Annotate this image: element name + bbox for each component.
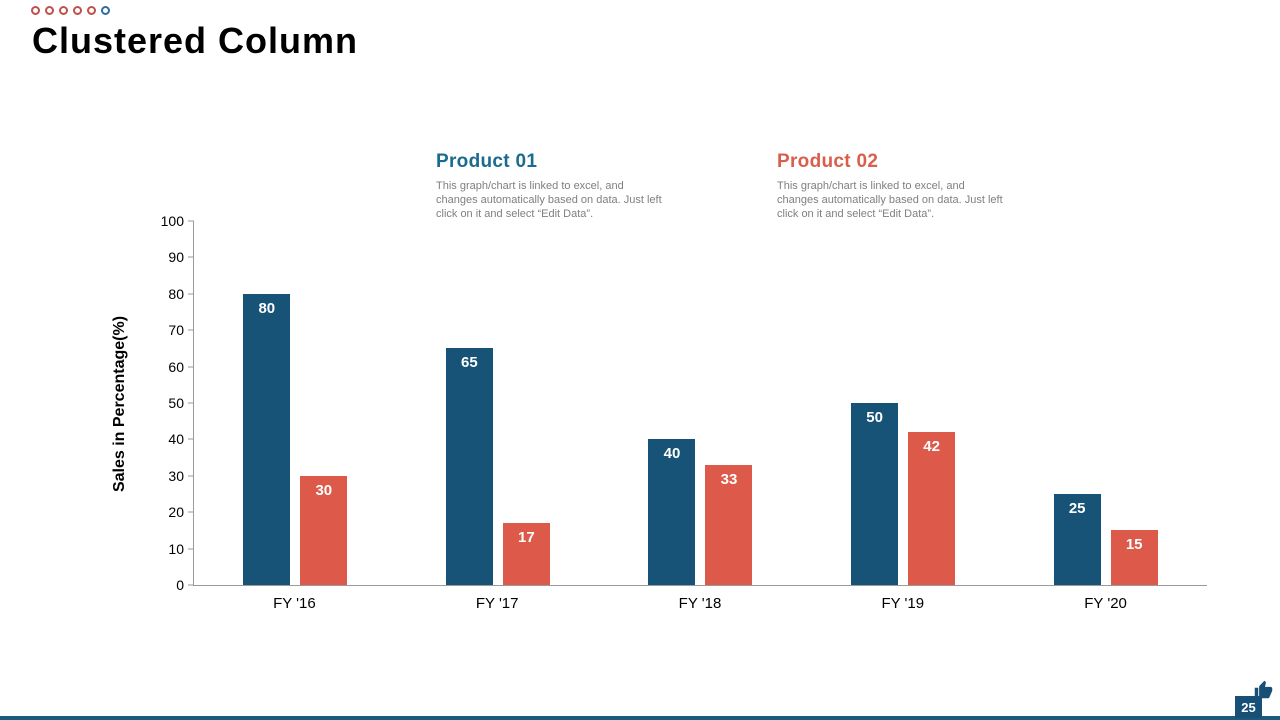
bar-value-label: 33 [720,470,738,488]
y-tick-mark [188,366,194,368]
bar-product-02[interactable]: 42 [908,432,956,585]
y-tick-label: 100 [160,213,184,229]
y-axis-title: Sales in Percentage(%) [111,315,128,493]
thumbs-up-path [1254,680,1273,699]
slide-title: Clustered Column [32,20,359,61]
legend-product1-description: This graph/chart is linked to excel, and… [436,180,662,220]
footer-accent-strip [0,716,1280,720]
y-tick-label: 10 [168,540,184,557]
bar-product-02[interactable]: 30 [300,475,348,585]
y-tick-label: 40 [168,431,184,448]
page-number-badge: 25 [1235,696,1262,718]
x-axis-category-label: FY '20 [1084,595,1127,612]
decorative-circle-icon [45,6,54,15]
bar-product-02[interactable]: 33 [705,464,753,585]
decorative-circle-icon [73,6,82,15]
y-tick-label: 90 [168,249,184,266]
bar-value-label: 40 [663,445,681,463]
bar-value-label: 30 [315,481,333,499]
x-axis-category-label: FY '19 [881,595,925,612]
x-axis-category-label: FY '16 [273,595,316,612]
plot-area: 0 10 20 30 40 50 60 70 80 90 100 80 30 65 17 40 33 50 42 2… [161,213,1207,593]
bar-value-label: 50 [866,409,883,426]
bar-product-01[interactable]: 25 [1053,494,1101,585]
bar-value-label: 17 [518,529,535,547]
bar-value-label: 65 [461,354,478,372]
bar-product-01[interactable]: 80 [243,293,291,585]
y-tick-mark [188,293,194,295]
bar-value-label: 25 [1068,500,1086,517]
y-tick-label: 20 [168,504,184,521]
y-tick-label: 0 [176,577,184,593]
x-axis-category-label: FY '17 [475,595,519,612]
bar-value-label: 80 [258,299,276,317]
decorative-circle-icon [87,6,96,15]
y-tick-mark [188,438,194,440]
y-tick-mark [188,584,194,586]
page-number: 25 [1241,699,1256,715]
legend-product2-description: This graph/chart is linked to excel, and… [777,180,1003,220]
bar-cluster: 80 30 [194,221,397,585]
decorative-circle-icon [101,6,110,15]
x-axis-category-label: FY '18 [678,595,722,612]
y-tick-mark [188,475,194,477]
y-tick-mark [188,511,194,513]
bar-product-01[interactable]: 40 [648,439,696,585]
bar-cluster: 50 42 [802,221,1005,585]
bar-value-label: 42 [923,438,940,456]
bar-product-02[interactable]: 17 [502,523,550,585]
y-tick-label: 30 [168,467,184,484]
decorative-circle-icon [31,6,40,15]
bar-product-01[interactable]: 50 [851,403,899,585]
legend-product2-name: Product 02 [777,151,879,172]
y-tick-mark [188,548,194,550]
legend-product-01: Product 01 This graph/chart is linked to… [436,151,668,222]
y-tick-mark [188,220,194,222]
y-tick-mark [188,402,194,404]
bar-product-02[interactable]: 15 [1110,530,1158,585]
legend-product-02: Product 02 This graph/chart is linked to… [777,151,1009,222]
decorative-circles [31,6,110,15]
bar-cluster: 40 33 [599,221,802,585]
legend-product1-name: Product 01 [436,151,538,172]
y-tick-label: 60 [168,358,184,375]
y-tick-label: 70 [168,322,184,339]
bar-cluster: 65 17 [397,221,600,585]
y-tick-mark [188,256,194,258]
bar-cluster: 25 15 [1004,221,1207,585]
y-tick-label: 50 [168,395,184,411]
y-tick-mark [188,329,194,331]
clustered-column-chart[interactable]: 0 10 20 30 40 50 60 70 80 90 100 80 30 65 17 40 33 50 42 2… [161,213,1207,612]
y-tick-label: 80 [168,285,184,302]
x-axis-labels: FY '16 FY '17 FY '18 FY '19 FY '20 [193,595,1207,612]
bar-product-01[interactable]: 65 [445,348,493,585]
decorative-circle-icon [59,6,68,15]
thumbs-up-icon [1254,680,1273,699]
bar-value-label: 15 [1125,536,1143,554]
